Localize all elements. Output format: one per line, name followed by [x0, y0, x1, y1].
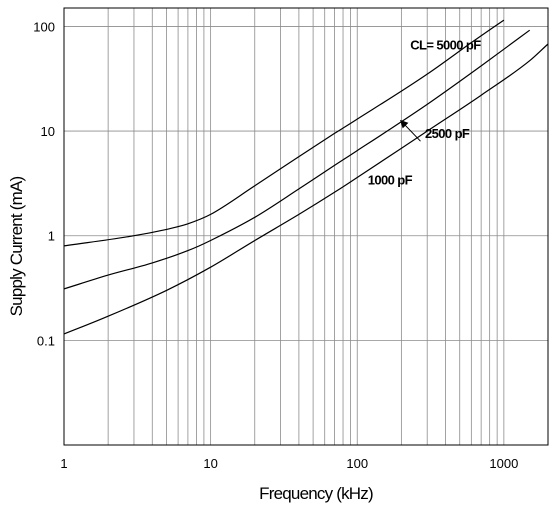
annotations: CL= 5000 pF 2500 pF 1000 pF: [368, 38, 482, 188]
plot-frame: [63, 7, 549, 446]
x-tick-label: 1000: [489, 456, 518, 471]
series-line-2: [63, 29, 531, 290]
y-tick-label: 10: [41, 124, 55, 139]
grid: [64, 8, 548, 445]
y-tick-label: 100: [33, 19, 55, 34]
annotation-label-3: 1000 pF: [368, 172, 413, 187]
annotation-label-1: CL= 5000 pF: [410, 38, 481, 53]
x-axis-label: Frequency (kHz): [259, 484, 373, 503]
x-tick-label: 100: [346, 456, 368, 471]
x-tick-label: 10: [203, 456, 217, 471]
y-tick-label: 1: [48, 229, 55, 244]
annotation-arrow: [400, 119, 421, 142]
tick-labels: 1 10 100 1000 0.1 1 10 100: [33, 19, 518, 471]
y-tick-label: 0.1: [37, 333, 55, 348]
curves: [63, 19, 549, 335]
series-line-1: [63, 19, 505, 247]
x-tick-label: 1: [60, 456, 67, 471]
y-axis-label: Supply Current (mA): [7, 176, 26, 316]
series-line-3: [63, 43, 549, 335]
annotation-label-2: 2500 pF: [425, 126, 470, 141]
